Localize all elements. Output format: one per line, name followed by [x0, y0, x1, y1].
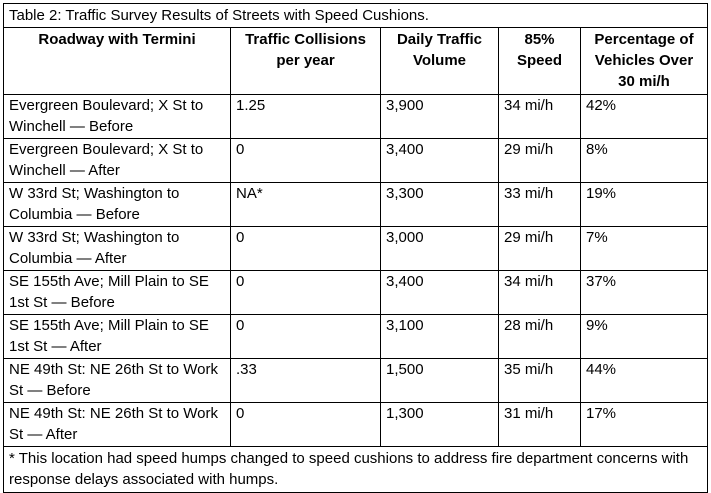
header-roadway: Roadway with Termini	[3, 27, 231, 95]
cell-volume: 1,300	[380, 402, 499, 447]
cell-roadway: NE 49th St: NE 26th St to Work St — Afte…	[3, 402, 231, 447]
cell-volume: 3,000	[380, 226, 499, 271]
cell-percentage: 7%	[580, 226, 708, 271]
cell-roadway: W 33rd St; Washington to Columbia — Afte…	[3, 226, 231, 271]
cell-speed: 31 mi/h	[498, 402, 581, 447]
header-percentage: Percentage of Vehicles Over 30 mi/h	[580, 27, 708, 95]
cell-collisions: 1.25	[230, 94, 381, 139]
header-volume: Daily Traffic Volume	[380, 27, 499, 95]
cell-speed: 28 mi/h	[498, 314, 581, 359]
cell-speed: 29 mi/h	[498, 138, 581, 183]
header-row: Roadway with Termini Traffic Collisions …	[3, 27, 708, 95]
table-row: SE 155th Ave; Mill Plain to SE 1st St — …	[3, 314, 708, 359]
cell-collisions: 0	[230, 402, 381, 447]
cell-roadway: SE 155th Ave; Mill Plain to SE 1st St — …	[3, 314, 231, 359]
cell-roadway: SE 155th Ave; Mill Plain to SE 1st St — …	[3, 270, 231, 315]
cell-percentage: 9%	[580, 314, 708, 359]
cell-volume: 3,900	[380, 94, 499, 139]
table-row: Evergreen Boulevard; X St to Winchell — …	[3, 94, 708, 139]
footnote-row: * This location had speed humps changed …	[3, 446, 708, 493]
cell-speed: 29 mi/h	[498, 226, 581, 271]
cell-percentage: 19%	[580, 182, 708, 227]
header-collisions: Traffic Collisions per year	[230, 27, 381, 95]
cell-roadway: W 33rd St; Washington to Columbia — Befo…	[3, 182, 231, 227]
header-speed: 85% Speed	[498, 27, 581, 95]
cell-speed: 34 mi/h	[498, 94, 581, 139]
cell-volume: 3,400	[380, 138, 499, 183]
cell-speed: 34 mi/h	[498, 270, 581, 315]
table-caption: Table 2: Traffic Survey Results of Stree…	[3, 3, 708, 28]
cell-collisions: NA*	[230, 182, 381, 227]
cell-percentage: 17%	[580, 402, 708, 447]
cell-roadway: NE 49th St: NE 26th St to Work St — Befo…	[3, 358, 231, 403]
table-row: W 33rd St; Washington to Columbia — Befo…	[3, 182, 708, 227]
traffic-survey-table: Table 2: Traffic Survey Results of Stree…	[3, 3, 708, 493]
table-row: NE 49th St: NE 26th St to Work St — Afte…	[3, 402, 708, 447]
cell-collisions: 0	[230, 314, 381, 359]
table-row: Evergreen Boulevard; X St to Winchell — …	[3, 138, 708, 183]
cell-volume: 1,500	[380, 358, 499, 403]
cell-percentage: 37%	[580, 270, 708, 315]
cell-roadway: Evergreen Boulevard; X St to Winchell — …	[3, 94, 231, 139]
caption-row: Table 2: Traffic Survey Results of Stree…	[3, 3, 708, 28]
table-row: NE 49th St: NE 26th St to Work St — Befo…	[3, 358, 708, 403]
cell-collisions: .33	[230, 358, 381, 403]
cell-volume: 3,100	[380, 314, 499, 359]
cell-collisions: 0	[230, 270, 381, 315]
traffic-survey-table-container: Table 2: Traffic Survey Results of Stree…	[3, 3, 708, 493]
cell-volume: 3,300	[380, 182, 499, 227]
cell-roadway: Evergreen Boulevard; X St to Winchell — …	[3, 138, 231, 183]
cell-collisions: 0	[230, 138, 381, 183]
cell-percentage: 44%	[580, 358, 708, 403]
cell-collisions: 0	[230, 226, 381, 271]
table-row: W 33rd St; Washington to Columbia — Afte…	[3, 226, 708, 271]
table-row: SE 155th Ave; Mill Plain to SE 1st St — …	[3, 270, 708, 315]
cell-percentage: 42%	[580, 94, 708, 139]
table-footnote: * This location had speed humps changed …	[3, 446, 708, 493]
cell-volume: 3,400	[380, 270, 499, 315]
cell-speed: 33 mi/h	[498, 182, 581, 227]
cell-speed: 35 mi/h	[498, 358, 581, 403]
cell-percentage: 8%	[580, 138, 708, 183]
